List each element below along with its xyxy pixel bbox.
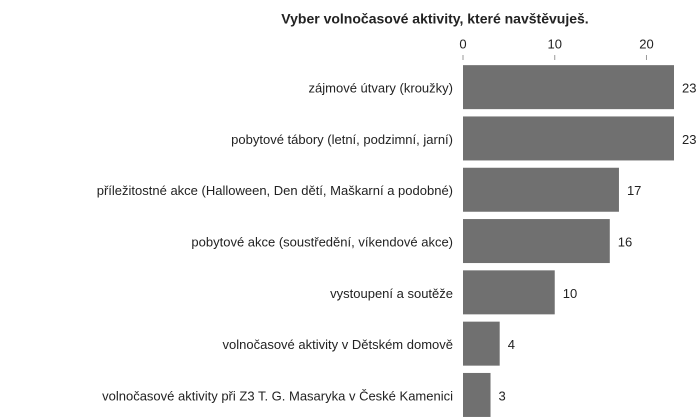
y-tick-label: volnočasové aktivity v Dětském domově (223, 337, 453, 352)
value-label: 17 (627, 183, 641, 198)
y-tick-label: vystoupení a soutěže (330, 286, 453, 301)
bar (463, 167, 619, 212)
bar (463, 219, 610, 264)
y-tick-label: příležitostné akce (Halloween, Den dětí,… (97, 183, 453, 198)
value-label: 16 (618, 234, 632, 249)
value-label: 3 (499, 388, 506, 403)
y-tick-label: zájmové útvary (kroužky) (309, 81, 453, 96)
value-label: 10 (563, 286, 577, 301)
x-tick-label: 0 (459, 36, 466, 51)
value-label: 23 (682, 132, 696, 147)
bar (463, 270, 555, 315)
y-tick-label: pobytové tábory (letní, podzimní, jarní) (231, 132, 453, 147)
bar (463, 116, 674, 161)
y-tick-label: volnočasové aktivity při Z3 T. G. Masary… (102, 388, 453, 403)
value-label: 23 (682, 81, 696, 96)
chart-title: Vyber volnočasové aktivity, které navště… (281, 11, 588, 27)
bar (463, 65, 674, 110)
y-tick-label: pobytové akce (soustředění, víkendové ak… (191, 234, 453, 249)
x-tick-label: 10 (548, 36, 562, 51)
value-label: 4 (508, 337, 515, 352)
bar (463, 372, 491, 417)
bar (463, 321, 500, 366)
x-tick-label: 20 (639, 36, 653, 51)
